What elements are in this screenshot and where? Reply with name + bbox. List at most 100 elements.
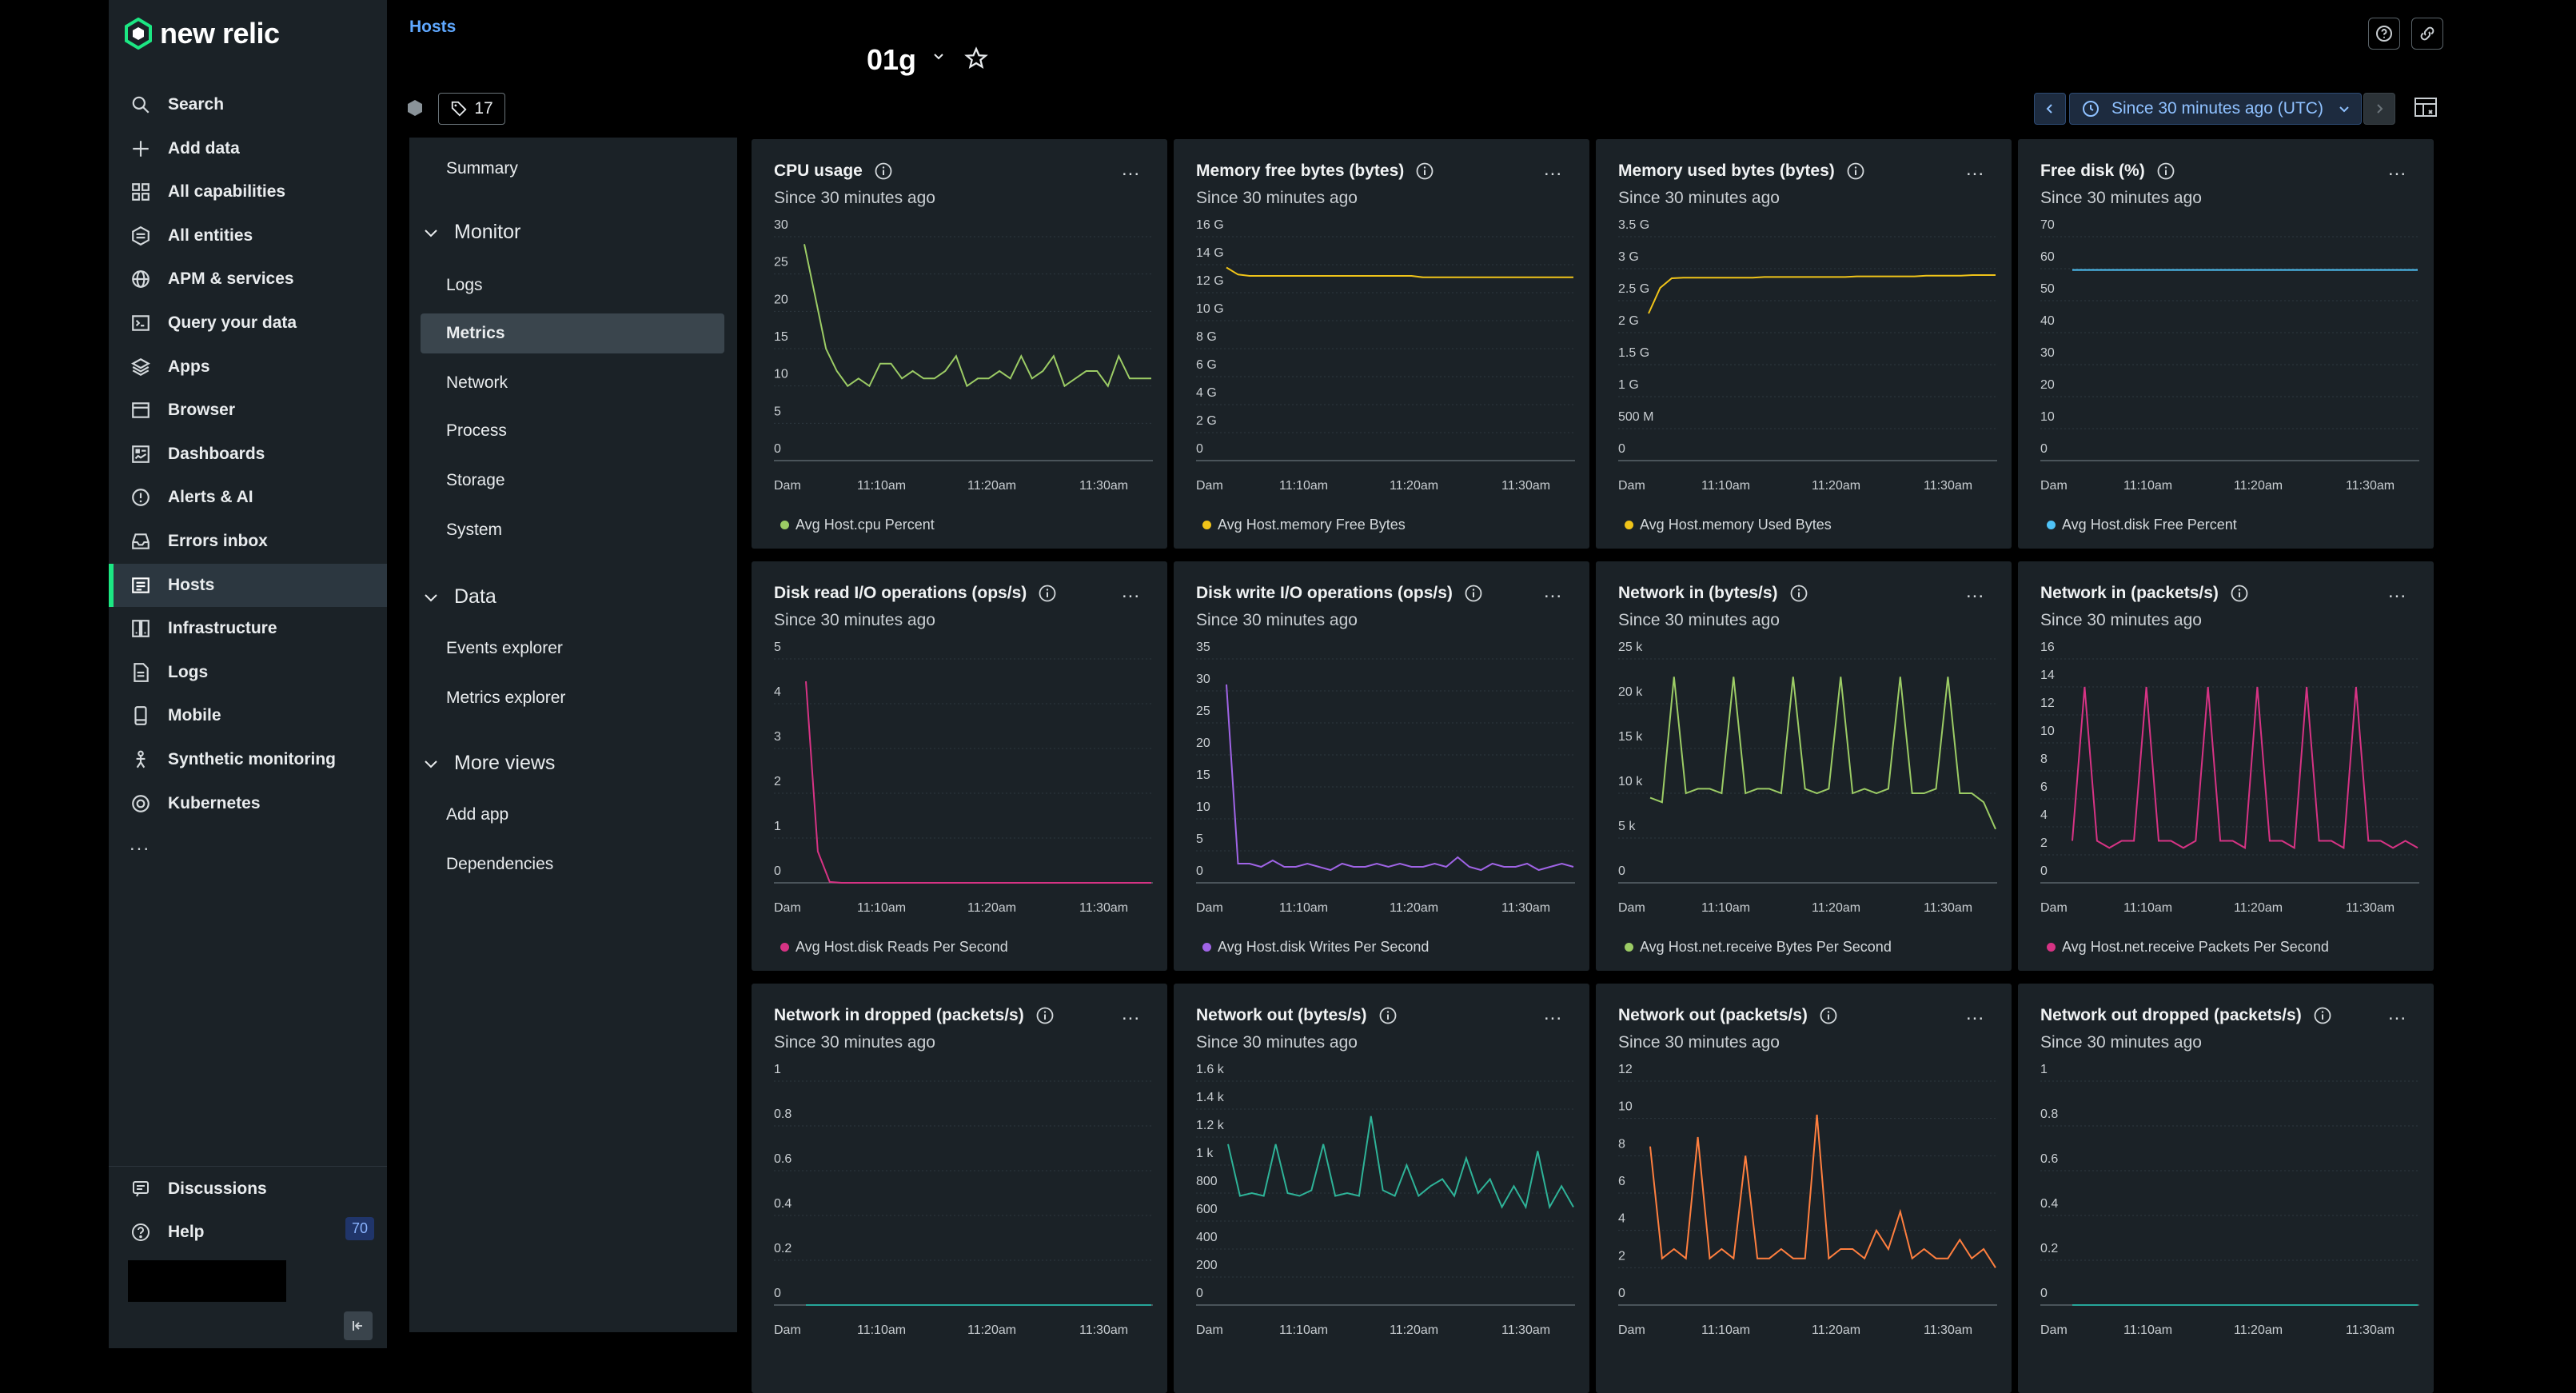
chart-menu-button[interactable]: ... [1965,1003,1984,1024]
subnav-group-more-views[interactable]: More views [422,752,555,775]
info-icon[interactable] [874,162,893,181]
nav-item-search[interactable]: Search [109,83,387,126]
chart-card[interactable]: Network out (packets/s) Since 30 minutes … [1596,984,2012,1393]
breadcrumb-hosts[interactable]: Hosts [409,18,457,36]
series-line[interactable] [1649,677,1996,830]
chart-menu-button[interactable]: ... [2387,581,2407,602]
nav-item-all-capabilities[interactable]: All capabilities [109,170,387,214]
collapse-nav-button[interactable] [344,1311,373,1340]
chart-card[interactable]: Network out dropped (packets/s) Since 30 … [2018,984,2434,1393]
subnav-process[interactable]: Process [446,421,507,440]
info-icon[interactable] [1415,162,1434,181]
chart-menu-button[interactable]: ... [1121,158,1140,180]
nav-item-add-data[interactable]: Add data [109,127,387,170]
subnav-logs[interactable]: Logs [446,276,483,294]
chart-card[interactable]: Free disk (%) Since 30 minutes ago... 70 60… [2018,139,2434,549]
chart-card[interactable]: Network out (bytes/s) Since 30 minutes ag… [1174,984,1589,1393]
subnav-metrics-explorer[interactable]: Metrics explorer [446,689,566,707]
nav-item-browser[interactable]: Browser [109,389,387,432]
info-icon[interactable] [2313,1006,2332,1025]
series-line[interactable] [805,681,1151,884]
nav-item-logs[interactable]: Logs [109,651,387,694]
subnav-storage[interactable]: Storage [446,471,505,489]
chart-menu-button[interactable]: ... [2387,1003,2407,1024]
series-line[interactable] [2072,686,2418,849]
time-range-picker[interactable]: Since 30 minutes ago (UTC) [2069,93,2362,125]
nav-item-alerts-ai[interactable]: Alerts & AI [109,476,387,519]
chart-menu-button[interactable]: ... [1965,158,1984,180]
series-line[interactable] [1648,274,1996,314]
tags-button[interactable]: 17 [438,93,505,125]
chevron-down-icon[interactable] [932,50,945,62]
favorite-star-icon[interactable] [964,46,988,70]
nav-item-apps[interactable]: Apps [109,345,387,389]
nav-item-help[interactable]: Help 70 [109,1211,387,1254]
chart-menu-button[interactable]: ... [1965,581,1984,602]
nav-item-discussions[interactable]: Discussions [109,1167,387,1211]
series-line[interactable] [1226,266,1573,278]
info-icon[interactable] [1819,1006,1838,1025]
chart-card[interactable]: Disk write I/O operations (ops/s) Since 3… [1174,561,1589,971]
chart-legend[interactable]: Avg Host.disk Writes Per Second [1202,939,1429,956]
time-range-previous-button[interactable] [2034,93,2066,125]
series-line[interactable] [1649,1114,1996,1268]
subnav-system[interactable]: System [446,521,503,539]
chart-card[interactable]: Network in (bytes/s) Since 30 minutes ago… [1596,561,2012,971]
chart-menu-button[interactable]: ... [1121,581,1140,602]
more-nav-items-button[interactable]: ... [130,833,151,855]
info-icon[interactable] [1035,1006,1055,1025]
nav-item-query-your-data[interactable]: Query your data [109,301,387,345]
chart-legend[interactable]: Avg Host.disk Reads Per Second [780,939,1008,956]
nav-item-synthetic-monitoring[interactable]: Synthetic monitoring [109,738,387,781]
chart-legend[interactable]: Avg Host.net.receive Packets Per Second [2047,939,2329,956]
info-icon[interactable] [1378,1006,1398,1025]
subnav-add-app[interactable]: Add app [446,805,509,824]
info-icon[interactable] [1464,584,1483,603]
chart-legend[interactable]: Avg Host.net.receive Bytes Per Second [1625,939,1892,956]
info-icon[interactable] [1038,584,1057,603]
nav-item-apm-services[interactable]: APM & services [109,257,387,301]
subnav-summary[interactable]: Summary [446,159,518,178]
chart-card[interactable]: Memory free bytes (bytes) Since 30 minute… [1174,139,1589,549]
nav-item-dashboards[interactable]: Dashboards [109,433,387,476]
nav-item-infrastructure[interactable]: Infrastructure [109,607,387,650]
nav-item-errors-inbox[interactable]: Errors inbox [109,520,387,563]
series-line[interactable] [1227,1116,1574,1210]
new-relic-logo[interactable]: new relic [125,16,280,51]
page-help-button[interactable] [2368,18,2400,50]
user-account-redacted[interactable] [128,1260,286,1302]
chart-legend[interactable]: Avg Host.memory Free Bytes [1202,517,1406,533]
chart-card[interactable]: CPU usage Since 30 minutes ago... 30 25 20 15… [752,139,1167,549]
chart-legend[interactable]: Avg Host.memory Used Bytes [1625,517,1832,533]
copy-link-button[interactable] [2411,18,2443,50]
nav-item-hosts[interactable]: Hosts [109,563,387,607]
chart-card[interactable]: Network in dropped (packets/s) Since 30 m… [752,984,1167,1393]
chart-card[interactable]: Memory used bytes (bytes) Since 30 minute… [1596,139,2012,549]
chart-menu-button[interactable]: ... [1543,1003,1562,1024]
subnav-group-monitor[interactable]: Monitor [422,221,520,244]
chart-card[interactable]: Disk read I/O operations (ops/s) Since 30… [752,561,1167,971]
info-icon[interactable] [2230,584,2249,603]
chart-menu-button[interactable]: ... [2387,158,2407,180]
subnav-dependencies[interactable]: Dependencies [446,855,554,873]
nav-item-kubernetes[interactable]: Kubernetes [109,782,387,825]
chart-menu-button[interactable]: ... [1121,1003,1140,1024]
nav-item-mobile[interactable]: Mobile [109,694,387,737]
dashboard-layout-icon[interactable] [2413,96,2438,122]
chart-legend[interactable]: Avg Host.disk Free Percent [2047,517,2237,533]
info-icon[interactable] [1789,584,1808,603]
subnav-events-explorer[interactable]: Events explorer [446,639,563,657]
chart-card[interactable]: Network in (packets/s) Since 30 minutes a… [2018,561,2434,971]
subnav-metrics[interactable]: Metrics [421,313,724,353]
info-icon[interactable] [2156,162,2175,181]
subnav-network[interactable]: Network [446,373,508,392]
nav-item-all-entities[interactable]: All entities [109,214,387,257]
time-range-next-button[interactable] [2363,93,2395,125]
chart-menu-button[interactable]: ... [1543,581,1562,602]
series-line[interactable] [804,244,1151,388]
subnav-group-data[interactable]: Data [422,585,496,609]
info-icon[interactable] [1846,162,1865,181]
series-line[interactable] [1226,684,1574,872]
chart-menu-button[interactable]: ... [1543,158,1562,180]
chart-legend[interactable]: Avg Host.cpu Percent [780,517,935,533]
